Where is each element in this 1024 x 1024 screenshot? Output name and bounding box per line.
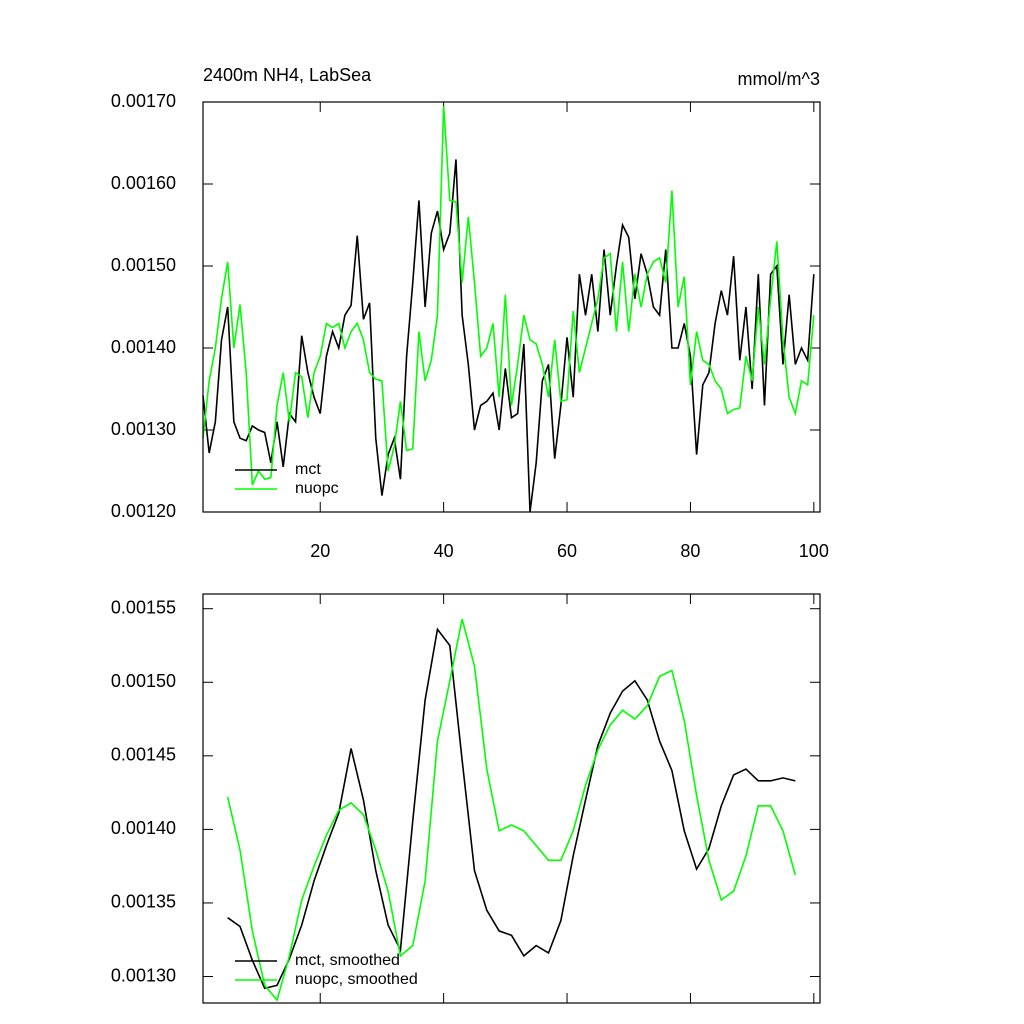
- x-tick-label: 40: [434, 541, 454, 561]
- y-tick-label: 0.00140: [111, 818, 176, 838]
- y-tick-label: 0.00130: [111, 419, 176, 439]
- y-tick-label: 0.00150: [111, 671, 176, 691]
- legend: mct nuopc: [235, 461, 339, 497]
- legend: mct, smoothed nuopc, smoothed: [235, 952, 418, 988]
- y-tick-label: 0.00150: [111, 255, 176, 275]
- y-tick-label: 0.00145: [111, 745, 176, 765]
- y-tick-label: 0.00160: [111, 173, 176, 193]
- series-line: [226, 618, 797, 1002]
- legend-label: mct: [295, 461, 321, 478]
- legend-label: mct, smoothed: [295, 952, 400, 969]
- y-tick-label: 0.00140: [111, 337, 176, 357]
- chart-title: 2400m NH4, LabSea: [203, 65, 372, 85]
- y-tick-label: 0.00130: [111, 965, 176, 985]
- x-tick-label: 60: [557, 541, 577, 561]
- plot-frame: [202, 101, 821, 513]
- series-line: [202, 159, 815, 513]
- legend-label: nuopc, smoothed: [295, 971, 418, 988]
- x-tick-label: 20: [310, 541, 330, 561]
- series-line: [227, 627, 796, 990]
- y-tick-label: 0.00170: [111, 91, 176, 111]
- x-tick-label: 100: [799, 541, 829, 561]
- y-tick-label: 0.00135: [111, 892, 176, 912]
- plot-frame: [202, 593, 821, 1004]
- x-tick-label: 80: [680, 541, 700, 561]
- legend-label: nuopc: [295, 480, 339, 497]
- y-tick-label: 0.00120: [111, 501, 176, 521]
- units-title: mmol/m^3: [738, 69, 820, 89]
- y-tick-label: 0.00155: [111, 597, 176, 617]
- series-line: [202, 106, 815, 486]
